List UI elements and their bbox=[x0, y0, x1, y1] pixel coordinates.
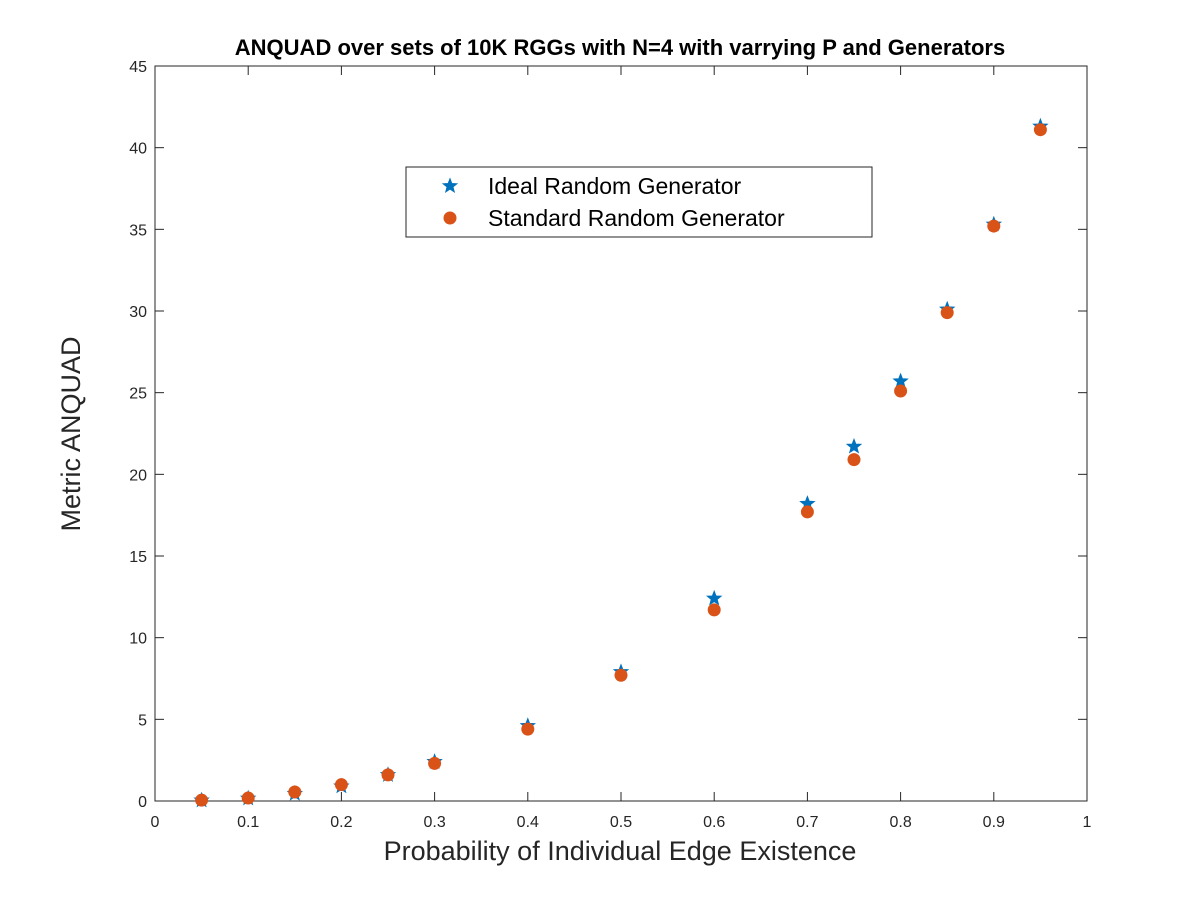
ideal-generator-point bbox=[845, 437, 863, 454]
standard-generator-point bbox=[288, 785, 302, 799]
y-tick-label: 10 bbox=[129, 631, 147, 648]
legend-box bbox=[405, 166, 873, 238]
legend-circle-icon bbox=[443, 211, 457, 225]
x-tick-label: 0.6 bbox=[703, 814, 725, 831]
x-tick-label: 0.8 bbox=[889, 814, 911, 831]
standard-generator-point bbox=[940, 306, 954, 320]
data-marks bbox=[193, 117, 1049, 808]
legend-label-standard: Standard Random Generator bbox=[488, 205, 785, 231]
y-tick-label: 20 bbox=[129, 467, 147, 484]
ideal-generator-point bbox=[892, 372, 909, 389]
legend-label-ideal: Ideal Random Generator bbox=[488, 173, 741, 199]
y-tick-label: 25 bbox=[129, 386, 147, 403]
y-tick-label: 35 bbox=[129, 222, 147, 239]
standard-generator-point bbox=[521, 722, 535, 736]
ideal-generator-point bbox=[706, 589, 723, 606]
x-tick-label: 0.4 bbox=[517, 814, 539, 831]
x-tick-label: 0.5 bbox=[610, 814, 632, 831]
y-tick-label: 30 bbox=[129, 304, 147, 321]
standard-generator-point bbox=[428, 756, 442, 770]
x-tick-label: 0.1 bbox=[237, 814, 259, 831]
x-tick-label: 0.9 bbox=[983, 814, 1005, 831]
standard-generator-point bbox=[241, 791, 255, 805]
y-tick-label: 15 bbox=[129, 549, 147, 566]
x-tick-label: 1 bbox=[1083, 814, 1092, 831]
y-tick-label: 5 bbox=[138, 712, 147, 729]
standard-generator-point bbox=[847, 453, 861, 467]
x-tick-label: 0.3 bbox=[423, 814, 445, 831]
legend: Ideal Random Generator Standard Random G… bbox=[405, 166, 873, 238]
standard-generator-point bbox=[707, 603, 721, 617]
y-axis-label: Metric ANQUAD bbox=[56, 336, 86, 531]
legend-marker-standard bbox=[443, 211, 457, 225]
standard-generator-point bbox=[614, 668, 628, 682]
x-tick-label: 0.2 bbox=[330, 814, 352, 831]
standard-generator-point bbox=[334, 778, 348, 792]
x-axis-label: Probability of Individual Edge Existence bbox=[384, 836, 857, 866]
standard-generator-point bbox=[800, 505, 814, 519]
legend-star-icon bbox=[441, 177, 459, 193]
standard-generator-point bbox=[894, 384, 908, 398]
x-tick-label: 0 bbox=[151, 814, 160, 831]
y-tick-label: 45 bbox=[129, 59, 147, 76]
standard-generator-point bbox=[987, 219, 1001, 233]
x-tick-label: 0.7 bbox=[796, 814, 818, 831]
standard-generator-point bbox=[1033, 123, 1047, 137]
y-tick-label: 0 bbox=[138, 794, 147, 811]
y-tick-label: 40 bbox=[129, 141, 147, 158]
standard-generator-point bbox=[381, 768, 395, 782]
standard-generator-point bbox=[195, 793, 209, 807]
chart-title: ANQUAD over sets of 10K RGGs with N=4 wi… bbox=[235, 35, 1005, 60]
legend-marker-ideal bbox=[441, 177, 459, 193]
